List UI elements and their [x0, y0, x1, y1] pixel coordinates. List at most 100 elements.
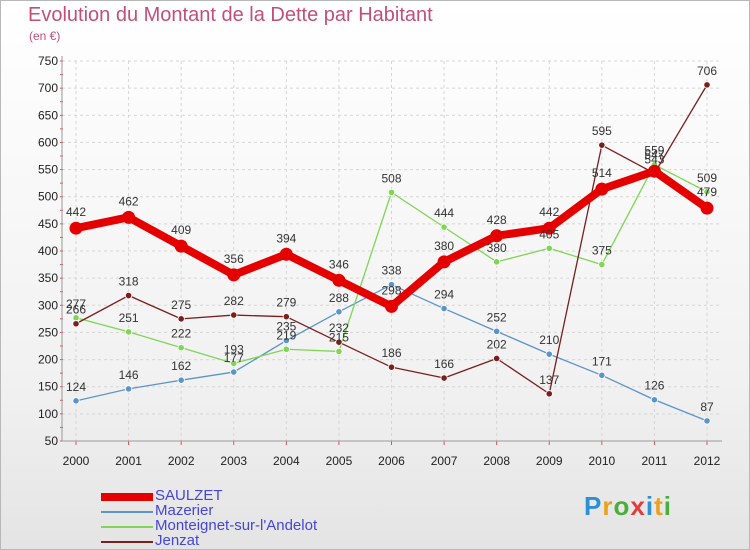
x-tick-label: 2010	[588, 454, 615, 468]
point-jenzat	[282, 313, 290, 321]
logo-letter: t	[654, 491, 664, 521]
axes: 50 100 150 200 250 300 350 400 450 500 550 600 650 70…	[38, 54, 722, 468]
y-tick-label: 600	[38, 135, 58, 149]
legend-swatch	[101, 526, 153, 528]
legend-swatch	[101, 541, 153, 543]
data-label-mazerier: 171	[592, 354, 612, 368]
legend-swatch	[101, 511, 153, 513]
point-monteignet-sur-l-andelot	[493, 258, 501, 266]
point-mazerier	[493, 327, 501, 335]
data-label-jenzat: 595	[592, 124, 612, 138]
legend-swatch	[101, 493, 153, 501]
point-mazerier	[124, 385, 133, 393]
point-monteignet-sur-l-andelot	[177, 344, 185, 352]
y-tick-label: 500	[38, 190, 58, 204]
x-tick-label: 2001	[115, 454, 142, 468]
logo-letter: o	[613, 491, 631, 521]
data-label-saulzet: 462	[119, 194, 139, 208]
data-label-mazerier: 210	[539, 333, 559, 347]
point-jenzat	[72, 320, 80, 328]
point-mazerier	[282, 336, 290, 345]
point-saulzet	[122, 210, 136, 224]
x-tick-label: 2009	[536, 454, 563, 468]
y-tick-label: 350	[38, 271, 58, 285]
y-tick-label: 550	[38, 163, 58, 177]
point-mazerier	[387, 281, 396, 289]
grid	[62, 60, 722, 441]
x-tick-label: 2004	[273, 454, 300, 468]
x-tick-label: 2012	[694, 454, 721, 468]
y-tick-label: 150	[38, 380, 58, 394]
x-tick-label: 2002	[168, 454, 195, 468]
proxiti-logo: Proxiti	[584, 491, 672, 522]
data-label-monteignet-sur-l-andelot: 251	[119, 311, 139, 325]
point-saulzet	[542, 221, 556, 235]
data-label-saulzet: 298	[381, 283, 401, 297]
data-label-mazerier: 288	[329, 291, 349, 305]
data-label-mazerier: 235	[276, 320, 296, 334]
legend-label: Monteignet-sur-l'Andelot	[155, 517, 318, 534]
point-jenzat	[440, 374, 448, 382]
data-label-mazerier: 338	[381, 264, 401, 278]
x-tick-label: 2000	[63, 454, 90, 468]
y-tick-label: 300	[38, 298, 58, 312]
y-tick-label: 200	[38, 353, 58, 367]
y-tick-label: 700	[38, 81, 58, 95]
point-jenzat	[335, 338, 343, 346]
data-label-saulzet: 442	[539, 205, 559, 219]
point-saulzet	[700, 201, 714, 215]
point-jenzat	[177, 315, 185, 323]
logo-letter: i	[645, 491, 655, 521]
data-label-mazerier: 252	[487, 310, 507, 324]
data-label-saulzet: 356	[224, 252, 244, 266]
data-label-saulzet: 442	[66, 205, 86, 219]
data-label-saulzet: 394	[276, 231, 296, 245]
data-label-jenzat: 543	[644, 152, 664, 166]
point-jenzat	[124, 291, 133, 300]
data-label-jenzat: 282	[224, 294, 244, 308]
legend-label: Jenzat	[155, 532, 200, 549]
data-label-saulzet: 479	[697, 185, 717, 199]
point-mazerier	[703, 417, 711, 425]
data-label-saulzet: 547	[644, 148, 664, 162]
data-label-saulzet: 346	[329, 257, 349, 271]
point-mazerier	[335, 308, 343, 316]
chart-title: Evolution du Montant de la Dette par Hab…	[28, 4, 433, 26]
data-label-monteignet-sur-l-andelot: 375	[592, 244, 612, 258]
point-jenzat	[545, 390, 553, 398]
point-mazerier	[650, 396, 659, 404]
data-label-jenzat: 318	[119, 275, 139, 289]
data-label-saulzet: 409	[171, 223, 191, 237]
data-label-monteignet-sur-l-andelot: 277	[66, 297, 86, 311]
x-tick-label: 2006	[378, 454, 405, 468]
y-tick-label: 100	[38, 407, 58, 421]
point-saulzet	[69, 221, 83, 235]
data-label-jenzat: 279	[276, 296, 296, 310]
data-label-jenzat: 137	[539, 373, 559, 387]
legend-label: Mazerier	[155, 502, 214, 519]
data-label-mazerier: 146	[119, 368, 139, 382]
data-label-monteignet-sur-l-andelot: 508	[381, 171, 401, 185]
point-jenzat	[493, 354, 501, 363]
point-mazerier	[440, 304, 448, 313]
data-label-monteignet-sur-l-andelot: 509	[697, 171, 717, 185]
point-monteignet-sur-l-andelot	[703, 188, 711, 196]
x-tick-label: 2007	[431, 454, 458, 468]
point-saulzet	[227, 268, 241, 282]
point-mazerier	[177, 376, 185, 384]
point-mazerier	[598, 371, 606, 379]
x-tick-label: 2008	[483, 454, 510, 468]
point-saulzet	[490, 229, 504, 243]
data-label-jenzat: 232	[329, 321, 349, 335]
point-mazerier	[230, 368, 238, 376]
point-monteignet-sur-l-andelot	[598, 260, 606, 269]
point-monteignet-sur-l-andelot	[124, 328, 133, 336]
y-tick-label: 650	[38, 108, 58, 122]
data-label-monteignet-sur-l-andelot: 222	[171, 327, 191, 341]
logo-letter: x	[630, 491, 646, 521]
data-label-saulzet: 514	[592, 166, 612, 180]
data-label-jenzat: 186	[381, 346, 401, 360]
point-monteignet-sur-l-andelot	[282, 345, 290, 353]
